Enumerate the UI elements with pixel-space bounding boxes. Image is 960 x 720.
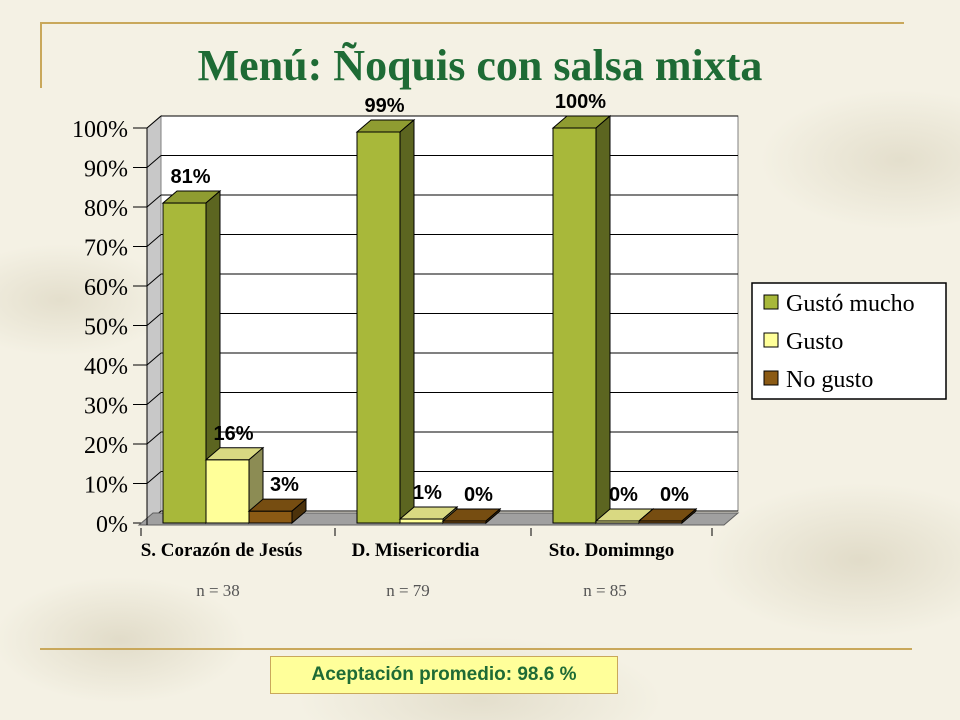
page-title: Menú: Ñoquis con salsa mixta — [197, 41, 763, 90]
legend-box — [751, 282, 947, 400]
gridline-side — [146, 392, 162, 405]
legend: Gustó mucho Gusto No gusto — [751, 282, 947, 400]
gridline-side — [146, 234, 162, 247]
bottom-rule — [40, 648, 912, 650]
gridline-side — [146, 273, 162, 287]
bar-1-1 — [398, 505, 459, 525]
bar-front — [205, 459, 250, 524]
gridline-side — [146, 194, 162, 208]
bar-value-label: 16% — [213, 423, 253, 445]
legend-entry: No gusto — [786, 367, 873, 393]
top-rule — [40, 22, 904, 24]
bar-front — [399, 518, 444, 524]
bar-side — [291, 498, 307, 525]
y-tick-label: 30% — [84, 394, 128, 420]
y-tick-label: 50% — [84, 315, 128, 341]
bar-value-label: 99% — [364, 95, 404, 117]
gridline-side — [146, 313, 162, 326]
y-tick-label: 0% — [96, 512, 128, 538]
bar-2-1 — [441, 507, 502, 525]
bar-front — [356, 131, 401, 524]
bar-value-label: 0% — [609, 484, 638, 506]
bar-side — [595, 114, 611, 525]
bar-value-label: 3% — [270, 474, 299, 496]
bar-2-0 — [247, 498, 308, 525]
gridline-side — [146, 352, 162, 366]
x-category-label: S. Corazón de Jesús — [141, 540, 303, 561]
y-tick-label: 20% — [84, 433, 128, 459]
average-acceptance-text: Aceptación promedio: 98.6 % — [311, 664, 577, 685]
legend-swatch — [763, 332, 779, 348]
legend-swatch — [763, 370, 779, 386]
sample-size-2: n = 79 — [386, 581, 430, 600]
sample-size-1: n = 38 — [196, 581, 240, 600]
bar-value-label: 81% — [170, 166, 210, 188]
gridline-side — [146, 115, 162, 129]
bar-0-2 — [551, 114, 612, 525]
bar-side — [485, 507, 501, 525]
gridline-side — [146, 155, 162, 168]
bar-side — [681, 507, 697, 525]
bar-front — [552, 127, 597, 524]
bar-front — [162, 202, 207, 524]
bar-value-label: 0% — [660, 484, 689, 506]
bar-0-1 — [355, 118, 416, 525]
legend-entry: Gustó mucho — [786, 291, 915, 317]
bar-value-label: 0% — [464, 484, 493, 506]
bar-side — [399, 118, 415, 525]
legend-swatch — [763, 294, 779, 310]
bar-2-2 — [637, 507, 698, 525]
y-tick-label: 100% — [72, 117, 128, 143]
x-category-label: D. Misericordia — [352, 540, 480, 561]
average-acceptance-box: Aceptación promedio: 98.6 % — [270, 656, 618, 694]
bar-value-label: 100% — [555, 91, 606, 113]
x-category-label: Sto. Domimngo — [549, 540, 675, 561]
left-rule — [40, 22, 42, 88]
gridline-side — [146, 471, 162, 484]
y-tick-label: 10% — [84, 473, 128, 499]
bar-front — [248, 510, 293, 524]
gridline-side — [146, 431, 162, 445]
y-tick-label: 80% — [84, 196, 128, 222]
bar-0-0 — [161, 189, 222, 525]
y-tick-label: 70% — [84, 236, 128, 262]
y-tick-label: 90% — [84, 157, 128, 183]
y-tick-label: 60% — [84, 275, 128, 301]
sample-size-3: n = 85 — [583, 581, 627, 600]
y-tick-label: 40% — [84, 354, 128, 380]
bar-value-label: 1% — [413, 482, 442, 504]
legend-entry: Gusto — [786, 329, 843, 355]
